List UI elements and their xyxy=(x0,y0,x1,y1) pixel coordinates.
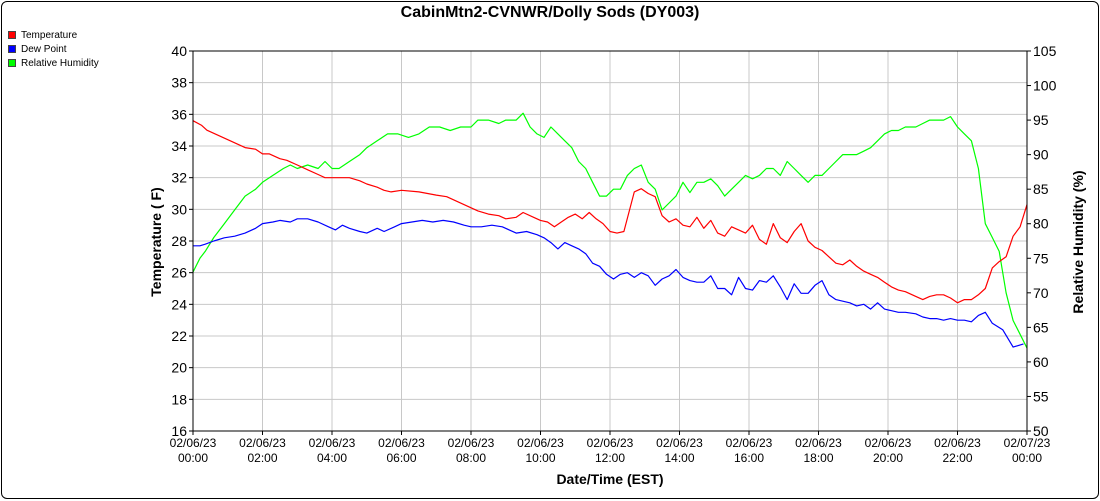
y-right-tick-label: 95 xyxy=(1033,112,1049,128)
x-tick-label-time: 08:00 xyxy=(456,451,486,465)
y-left-tick-label: 24 xyxy=(171,296,187,312)
x-axis-label: Date/Time (EST) xyxy=(556,471,663,487)
x-tick-label-date: 02/06/23 xyxy=(517,436,564,450)
x-tick-label-date: 02/06/23 xyxy=(934,436,981,450)
x-tick-label-date: 02/06/23 xyxy=(239,436,286,450)
y-right-tick-label: 60 xyxy=(1033,354,1049,370)
y-left-tick-label: 22 xyxy=(171,328,187,344)
y-left-tick-label: 20 xyxy=(171,360,187,376)
legend-swatch-relative-humidity xyxy=(8,59,16,67)
y-left-tick-label: 26 xyxy=(171,265,187,281)
x-tick-label-time: 06:00 xyxy=(386,451,416,465)
axis-layer: 02/06/2300:0002/06/2302:0002/06/2304:000… xyxy=(170,43,1057,465)
y-right-tick-label: 90 xyxy=(1033,147,1049,163)
series-line-temperature xyxy=(192,120,1028,304)
y-right-tick-label: 55 xyxy=(1033,388,1049,404)
x-tick-label-time: 22:00 xyxy=(942,451,972,465)
x-tick-label-date: 02/06/23 xyxy=(378,436,425,450)
x-tick-label-date: 02/06/23 xyxy=(865,436,912,450)
y-right-tick-label: 75 xyxy=(1033,250,1049,266)
x-tick-label-date: 02/06/23 xyxy=(795,436,842,450)
legend-swatch-dew-point xyxy=(8,45,16,53)
x-tick-label-time: 18:00 xyxy=(803,451,833,465)
y-left-tick-label: 30 xyxy=(171,201,187,217)
x-tick-label-date: 02/06/23 xyxy=(587,436,634,450)
legend-label-temperature: Temperature xyxy=(21,29,78,41)
legend-swatch-temperature xyxy=(8,31,16,39)
x-tick-label-date: 02/06/23 xyxy=(656,436,703,450)
x-tick-label-time: 16:00 xyxy=(734,451,764,465)
y-axis-left-label: Temperature ( F) xyxy=(148,187,164,296)
legend-item-relative-humidity: Relative Humidity xyxy=(8,56,99,70)
y-left-tick-label: 32 xyxy=(171,170,187,186)
y-right-tick-label: 85 xyxy=(1033,181,1049,197)
x-tick-label-date: 02/06/23 xyxy=(170,436,217,450)
legend-item-temperature: Temperature xyxy=(8,28,99,42)
y-left-tick-label: 38 xyxy=(171,75,187,91)
series-layer xyxy=(192,112,1028,349)
x-tick-label-time: 02:00 xyxy=(247,451,277,465)
y-right-tick-label: 65 xyxy=(1033,319,1049,335)
legend-item-dew-point: Dew Point xyxy=(8,42,99,56)
x-tick-label-date: 02/06/23 xyxy=(448,436,495,450)
chart-title: CabinMtn2-CVNWR/Dolly Sods (DY003) xyxy=(400,4,700,21)
y-left-tick-label: 16 xyxy=(171,423,187,439)
series-line-dew-point xyxy=(193,218,1024,348)
x-tick-label-time: 00:00 xyxy=(178,451,208,465)
y-left-tick-label: 36 xyxy=(171,106,187,122)
x-tick-label-time: 12:00 xyxy=(595,451,625,465)
grid-layer xyxy=(192,50,1028,432)
x-tick-label-date: 02/07/23 xyxy=(1004,436,1051,450)
legend-label-dew-point: Dew Point xyxy=(21,43,67,55)
legend: Temperature Dew Point Relative Humidity xyxy=(8,28,99,70)
x-tick-label-date: 02/06/23 xyxy=(309,436,356,450)
x-tick-label-time: 20:00 xyxy=(873,451,903,465)
series-line-relative-humidity xyxy=(192,112,1028,349)
y-right-tick-label: 105 xyxy=(1033,43,1057,59)
legend-label-relative-humidity: Relative Humidity xyxy=(21,57,99,69)
y-axis-right-label: Relative Humidity (%) xyxy=(1070,170,1086,313)
y-right-tick-label: 100 xyxy=(1033,78,1057,94)
y-left-tick-label: 34 xyxy=(171,138,187,154)
y-right-tick-label: 50 xyxy=(1033,423,1049,439)
y-left-tick-label: 40 xyxy=(171,43,187,59)
y-right-tick-label: 70 xyxy=(1033,285,1049,301)
x-tick-label-time: 04:00 xyxy=(317,451,347,465)
y-left-tick-label: 18 xyxy=(171,391,187,407)
x-tick-label-time: 10:00 xyxy=(525,451,555,465)
x-tick-label-date: 02/06/23 xyxy=(726,436,773,450)
x-tick-label-time: 14:00 xyxy=(664,451,694,465)
y-left-tick-label: 28 xyxy=(171,233,187,249)
y-right-tick-label: 80 xyxy=(1033,216,1049,232)
x-tick-label-time: 00:00 xyxy=(1012,451,1042,465)
